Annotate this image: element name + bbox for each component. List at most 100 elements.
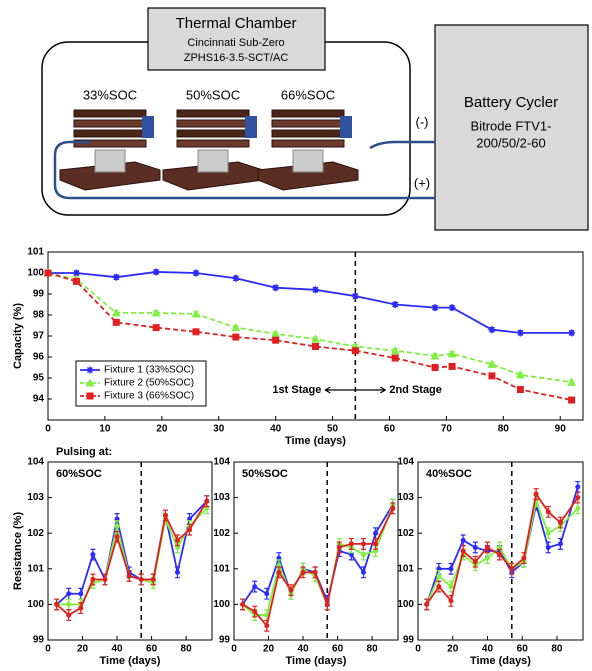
y-tick-label: 104 — [397, 457, 414, 468]
series-line — [56, 500, 208, 617]
marker — [276, 569, 282, 575]
fixture-post — [94, 149, 126, 173]
marker — [484, 555, 490, 561]
panel-title: 40%SOC — [426, 468, 472, 480]
marker — [448, 304, 456, 312]
chamber-title: Thermal Chamber — [176, 15, 297, 32]
marker — [300, 569, 306, 575]
marker — [557, 541, 563, 547]
y-tick-label: 97 — [33, 331, 45, 342]
fixture-label: 33%SOC — [83, 87, 137, 102]
marker — [545, 530, 551, 536]
marker — [575, 505, 581, 511]
marker — [174, 537, 180, 543]
y-tick-label: 101 — [397, 563, 414, 574]
y-tick-label: 104 — [27, 457, 44, 468]
x-tick-label: 80 — [181, 644, 193, 655]
marker — [187, 527, 193, 533]
marker — [447, 349, 457, 358]
marker — [66, 612, 72, 618]
chart: 99 100 101 102 103 104 0 20 40 60 80 Time (days) 40%… — [397, 457, 584, 667]
marker — [86, 366, 94, 374]
fixture-plate — [271, 109, 345, 118]
legend: Fixture 1 (33%SOC) Fixture 2 (50%SOC) Fixt… — [75, 360, 207, 407]
marker — [252, 609, 258, 615]
marker — [484, 544, 490, 550]
chamber-model: ZPHS16-3.5-SCT/AC — [184, 52, 289, 64]
plot-frame — [233, 461, 399, 641]
x-tick-label: 30 — [213, 424, 225, 435]
marker — [102, 576, 108, 582]
marker — [488, 372, 496, 380]
x-tick-label: 40 — [111, 644, 123, 655]
y-tick-label: 103 — [27, 492, 44, 503]
fixture-label: 66%SOC — [281, 87, 335, 102]
x-tick-label: 20 — [263, 644, 275, 655]
x-axis-label: Time (days) — [100, 655, 161, 667]
marker — [460, 537, 466, 543]
y-tick-label: 102 — [213, 528, 230, 539]
y-tick-label: 98 — [33, 310, 45, 321]
panel-annotation: Pulsing at: — [56, 446, 112, 458]
legend-label: Fixture 1 (33%SOC) — [104, 365, 194, 376]
marker — [111, 308, 121, 317]
marker — [509, 566, 515, 572]
marker — [497, 552, 503, 558]
marker — [448, 584, 454, 590]
y-tick-label: 100 — [27, 599, 44, 610]
x-tick-label: 40 — [482, 644, 494, 655]
x-tick-label: 40 — [297, 644, 309, 655]
marker — [533, 491, 539, 497]
fixture-plate — [271, 129, 345, 138]
marker — [568, 329, 576, 337]
marker — [430, 351, 440, 360]
marker — [390, 505, 396, 511]
marker — [311, 334, 320, 343]
marker — [516, 386, 524, 394]
marker — [66, 601, 72, 607]
marker — [272, 284, 280, 292]
y-tick-label: 103 — [397, 492, 414, 503]
y-tick-label: 102 — [397, 528, 414, 539]
y-tick-label: 99 — [33, 635, 45, 646]
marker — [424, 601, 430, 607]
y-tick-label: 102 — [27, 528, 44, 539]
marker — [152, 324, 160, 332]
marker — [431, 304, 439, 312]
marker — [557, 520, 563, 526]
fixture-label: 50%SOC — [186, 87, 240, 102]
marker — [575, 495, 581, 501]
legend-box — [75, 360, 207, 407]
chamber-label-box — [147, 7, 326, 71]
marker — [336, 544, 342, 550]
marker — [373, 530, 379, 536]
marker — [78, 591, 84, 597]
marker — [390, 346, 400, 355]
x-tick-label: 80 — [367, 644, 379, 655]
chart: 99 100 101 102 103 104 0 20 40 60 80 Time (days) 50%… — [213, 457, 399, 667]
marker — [66, 591, 72, 597]
marker — [232, 274, 240, 282]
fixture-base — [257, 161, 359, 191]
marker — [545, 509, 551, 515]
fixture-plate — [176, 129, 250, 138]
legend-label: Fixture 2 (50%SOC) — [104, 378, 194, 389]
panel-title: 50%SOC — [242, 468, 288, 480]
marker — [72, 277, 80, 285]
marker — [312, 343, 319, 350]
y-tick-label: 99 — [403, 635, 415, 646]
marker — [264, 591, 270, 597]
marker — [204, 498, 210, 504]
x-tick-label: 10 — [99, 424, 111, 435]
y-tick-label: 99 — [33, 289, 45, 300]
marker — [568, 396, 576, 404]
fixture-plate — [73, 129, 147, 138]
y-tick-label: 100 — [397, 599, 414, 610]
stage-arrow — [324, 386, 387, 394]
marker — [488, 326, 496, 334]
fixture-plate — [176, 119, 250, 128]
fixture-plate — [271, 139, 345, 148]
marker — [90, 576, 96, 582]
marker — [521, 555, 527, 561]
